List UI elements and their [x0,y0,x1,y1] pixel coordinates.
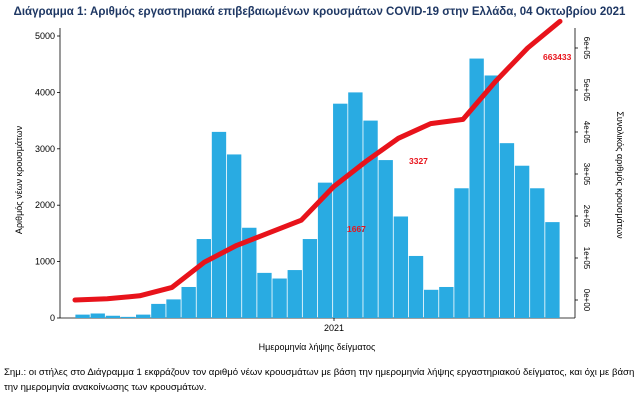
y-tick-label: 0 [50,313,55,323]
bar [196,239,212,318]
bar [105,315,121,318]
bar [226,154,242,318]
bar [454,188,469,318]
bar [181,286,196,318]
y2-tick-label: 1e+05 [582,247,591,270]
bars-layer [75,58,560,319]
annotation: 663433 [543,52,572,62]
bar [408,255,424,318]
bar [530,188,545,318]
chart-svg: 0 1000 2000 3000 4000 5000 0e+00 1e+05 2e+05 3e+0… [14,18,625,352]
y2-tick-label: 3e+05 [582,163,591,186]
bar [545,222,560,318]
bar [469,58,484,319]
bar [423,289,439,318]
y2-tick-label: 6e+05 [582,37,591,60]
x-tick-label: 2021 [324,323,344,333]
line-layer [72,18,563,303]
bar [75,314,90,318]
bar [317,182,333,318]
bar [166,299,181,318]
chart-title: Διάγραμμα 1: Αριθμός εργαστηριακά επιβεβ… [13,6,626,18]
bar [484,75,499,318]
x-axis-label: Ημερομηνία λήψης δείγματος [259,342,376,352]
y2-tick-label: 4e+05 [582,121,591,144]
y-tick-label: 3000 [35,144,55,154]
bar [120,316,136,318]
y2-axis-label: Συνολικός αριθμός κρουσμάτων [615,111,625,239]
bar [514,165,530,318]
y-axis-label: Αριθμός νέων κρουσμάτων [14,125,24,234]
bar [363,120,378,318]
annotations-layer: 1667 3327 663433 [347,52,572,234]
annotation: 3327 [409,156,428,166]
bar [499,143,515,318]
bar [302,239,318,318]
y2-tick-label: 2e+05 [582,205,591,228]
y-tick-label: 1000 [35,257,55,267]
y2-tick-label: 5e+05 [582,79,591,102]
bar [272,278,287,318]
bar [257,272,272,318]
cumulative-line [72,18,563,303]
bar [333,103,348,319]
bar [151,303,166,318]
bar [90,313,105,318]
annotation: 1667 [347,224,366,234]
bar [211,131,227,318]
bar [378,160,393,318]
y-tick-label: 4000 [35,87,55,97]
bar [393,216,409,318]
bar [136,314,151,318]
bar [439,286,454,318]
y2-tick-label: 0e+00 [582,289,591,312]
bar [242,227,257,318]
y-tick-label: 5000 [35,31,55,41]
ticks-layer: 0 1000 2000 3000 4000 5000 0e+00 1e+05 2e+05 3e+0… [35,31,591,333]
footnote: Σημ.: οι στήλες στο Διάγραμμα 1 εκφράζου… [4,367,635,393]
bar [287,270,302,318]
bar [348,92,363,319]
y-tick-label: 2000 [35,200,55,210]
